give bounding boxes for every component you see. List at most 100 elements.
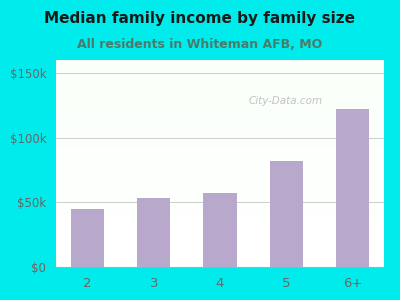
Bar bbox=[56, 193, 384, 194]
Bar bbox=[56, 182, 384, 183]
Bar bbox=[56, 83, 384, 85]
Bar bbox=[56, 190, 384, 191]
Bar bbox=[56, 151, 384, 152]
Bar bbox=[56, 164, 384, 165]
Bar bbox=[56, 68, 384, 70]
Bar bbox=[56, 86, 384, 88]
Bar bbox=[56, 246, 384, 248]
Bar bbox=[56, 165, 384, 166]
Bar bbox=[56, 220, 384, 221]
Bar bbox=[56, 97, 384, 99]
Bar bbox=[56, 140, 384, 141]
Bar bbox=[56, 133, 384, 134]
Bar bbox=[56, 259, 384, 260]
Bar bbox=[56, 162, 384, 164]
Bar bbox=[56, 99, 384, 100]
Bar bbox=[56, 136, 384, 137]
Bar bbox=[56, 196, 384, 198]
Bar bbox=[56, 159, 384, 161]
Bar bbox=[56, 122, 384, 124]
Bar bbox=[56, 231, 384, 232]
Bar bbox=[56, 78, 384, 79]
Bar bbox=[56, 139, 384, 140]
Bar bbox=[56, 188, 384, 190]
Bar bbox=[56, 81, 384, 82]
Bar bbox=[56, 245, 384, 246]
Bar bbox=[56, 103, 384, 104]
Bar bbox=[56, 71, 384, 72]
Bar bbox=[56, 263, 384, 264]
Bar bbox=[56, 158, 384, 159]
Bar bbox=[56, 106, 384, 107]
Bar bbox=[56, 176, 384, 177]
Bar bbox=[56, 118, 384, 119]
Bar bbox=[56, 130, 384, 132]
Bar bbox=[56, 244, 384, 245]
Bar bbox=[56, 186, 384, 187]
Bar bbox=[56, 132, 384, 133]
Bar bbox=[56, 241, 384, 242]
Bar bbox=[56, 208, 384, 209]
Bar bbox=[56, 112, 384, 114]
Bar bbox=[56, 166, 384, 168]
Bar bbox=[56, 266, 384, 267]
Bar bbox=[56, 75, 384, 76]
Bar bbox=[56, 198, 384, 200]
Bar bbox=[56, 89, 384, 90]
Bar bbox=[56, 125, 384, 126]
Bar bbox=[56, 214, 384, 216]
Bar bbox=[56, 129, 384, 130]
Bar bbox=[56, 227, 384, 228]
Bar bbox=[56, 172, 384, 173]
Bar bbox=[56, 147, 384, 148]
Bar bbox=[56, 212, 384, 213]
Bar bbox=[56, 260, 384, 262]
Bar bbox=[56, 262, 384, 263]
Bar bbox=[56, 224, 384, 226]
Bar bbox=[56, 157, 384, 158]
Bar bbox=[56, 250, 384, 252]
Bar bbox=[56, 248, 384, 249]
Bar bbox=[56, 108, 384, 110]
Bar bbox=[56, 161, 384, 162]
Bar bbox=[56, 177, 384, 179]
Bar bbox=[56, 94, 384, 96]
Bar bbox=[56, 126, 384, 128]
Bar bbox=[56, 187, 384, 188]
Bar bbox=[56, 253, 384, 255]
Bar bbox=[56, 217, 384, 219]
Bar bbox=[137, 198, 170, 267]
Bar bbox=[56, 184, 384, 186]
Bar bbox=[56, 146, 384, 147]
Bar bbox=[56, 76, 384, 78]
Bar bbox=[56, 201, 384, 202]
Bar bbox=[56, 144, 384, 145]
Bar bbox=[56, 169, 384, 170]
Bar bbox=[56, 60, 384, 61]
Bar bbox=[56, 234, 384, 235]
Bar bbox=[56, 219, 384, 220]
Bar bbox=[56, 213, 384, 214]
Bar bbox=[56, 168, 384, 169]
Bar bbox=[56, 88, 384, 89]
Bar bbox=[56, 154, 384, 155]
Bar bbox=[56, 232, 384, 234]
Bar bbox=[56, 93, 384, 94]
Bar bbox=[56, 100, 384, 101]
Bar bbox=[56, 152, 384, 154]
Bar bbox=[56, 128, 384, 129]
Bar bbox=[56, 209, 384, 210]
Bar bbox=[56, 111, 384, 112]
Bar bbox=[204, 193, 236, 267]
Bar bbox=[56, 72, 384, 74]
Bar bbox=[56, 206, 384, 208]
Bar bbox=[56, 179, 384, 180]
Text: All residents in Whiteman AFB, MO: All residents in Whiteman AFB, MO bbox=[77, 38, 323, 50]
Bar bbox=[56, 195, 384, 196]
Bar bbox=[56, 239, 384, 241]
Bar bbox=[56, 216, 384, 217]
Bar bbox=[56, 74, 384, 75]
Text: City-Data.com: City-Data.com bbox=[248, 96, 323, 106]
Bar bbox=[56, 143, 384, 144]
Bar bbox=[56, 134, 384, 136]
